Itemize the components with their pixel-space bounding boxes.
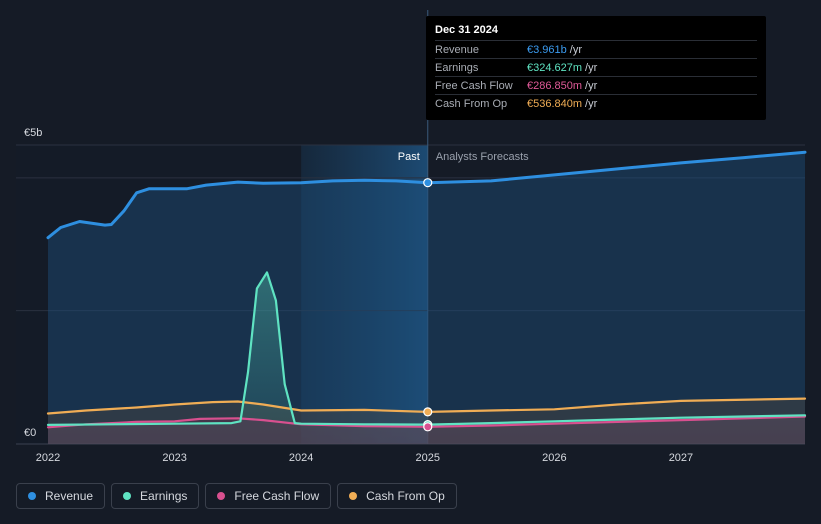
revenue-line <box>46 150 807 240</box>
legend-label: Earnings <box>140 489 188 503</box>
y-tick-label: €0 <box>24 427 36 439</box>
cash-from-op-marker <box>423 407 433 417</box>
tooltip-value: €3.961b <box>527 43 567 56</box>
legend-dot-icon <box>123 492 132 500</box>
x-tick-label: 2023 <box>162 452 186 464</box>
chart-legend: Revenue Earnings Free Cash Flow Cash Fro… <box>16 483 457 509</box>
tooltip-value: €286.850m <box>527 79 583 92</box>
tooltip-date: Dec 31 2024 <box>435 24 498 36</box>
tooltip-unit: /yr <box>585 97 598 110</box>
series-markers <box>423 178 433 432</box>
highlight-band <box>301 145 428 444</box>
tooltip-label: Revenue <box>435 43 480 56</box>
legend-dot-icon <box>217 492 226 500</box>
tooltip-unit: /yr <box>585 61 598 74</box>
revenue-marker <box>423 178 433 188</box>
earnings-line <box>46 271 807 426</box>
tooltip-row-cash-from-op: Cash From Op €536.840m /yr <box>435 94 757 112</box>
chart-background <box>16 145 428 444</box>
tooltip-unit: /yr <box>585 79 598 92</box>
x-tick-label: 2027 <box>669 452 693 464</box>
legend-dot-icon <box>28 492 36 500</box>
x-tick-label: 2022 <box>36 452 60 464</box>
tooltip: Dec 31 2024 Revenue €3.961b /yr Earnings… <box>426 16 766 120</box>
tooltip-label: Free Cash Flow <box>435 79 513 92</box>
axis-labels: 2022 2023 2024 2025 2026 2027 €0 €5b Past Analyst… <box>24 127 693 464</box>
tooltip-value: €536.840m <box>527 97 583 110</box>
free-cash-flow-marker <box>423 422 433 432</box>
legend-label: Free Cash Flow <box>234 489 320 503</box>
tooltip-row-earnings: Earnings €324.627m /yr <box>435 58 757 76</box>
past-label: Past <box>398 151 420 163</box>
series-lines <box>46 150 807 429</box>
cash-from-op-line <box>46 397 807 415</box>
earnings-area <box>48 272 805 444</box>
legend-item-cash-from-op[interactable]: Cash From Op <box>337 483 457 509</box>
legend-item-earnings[interactable]: Earnings <box>111 483 200 509</box>
tooltip-label: Cash From Op <box>435 97 508 110</box>
legend-label: Revenue <box>45 489 94 503</box>
x-tick-label: 2025 <box>416 452 440 464</box>
x-tick-label: 2024 <box>289 452 313 464</box>
revenue-area <box>48 152 805 444</box>
legend-label: Cash From Op <box>366 489 445 503</box>
x-tick-label: 2026 <box>542 452 566 464</box>
tooltip-label: Earnings <box>435 61 479 74</box>
legend-item-revenue[interactable]: Revenue <box>16 483 106 509</box>
y-tick-label: €5b <box>24 127 42 139</box>
tooltip-row-revenue: Revenue €3.961b /yr <box>435 40 757 58</box>
legend-item-free-cash-flow[interactable]: Free Cash Flow <box>205 483 332 509</box>
forecast-label: Analysts Forecasts <box>436 151 529 163</box>
tooltip-row-free-cash-flow: Free Cash Flow €286.850m /yr <box>435 76 757 94</box>
tooltip-unit: /yr <box>569 43 582 56</box>
legend-dot-icon <box>349 492 358 500</box>
tooltip-value: €324.627m <box>527 61 583 74</box>
